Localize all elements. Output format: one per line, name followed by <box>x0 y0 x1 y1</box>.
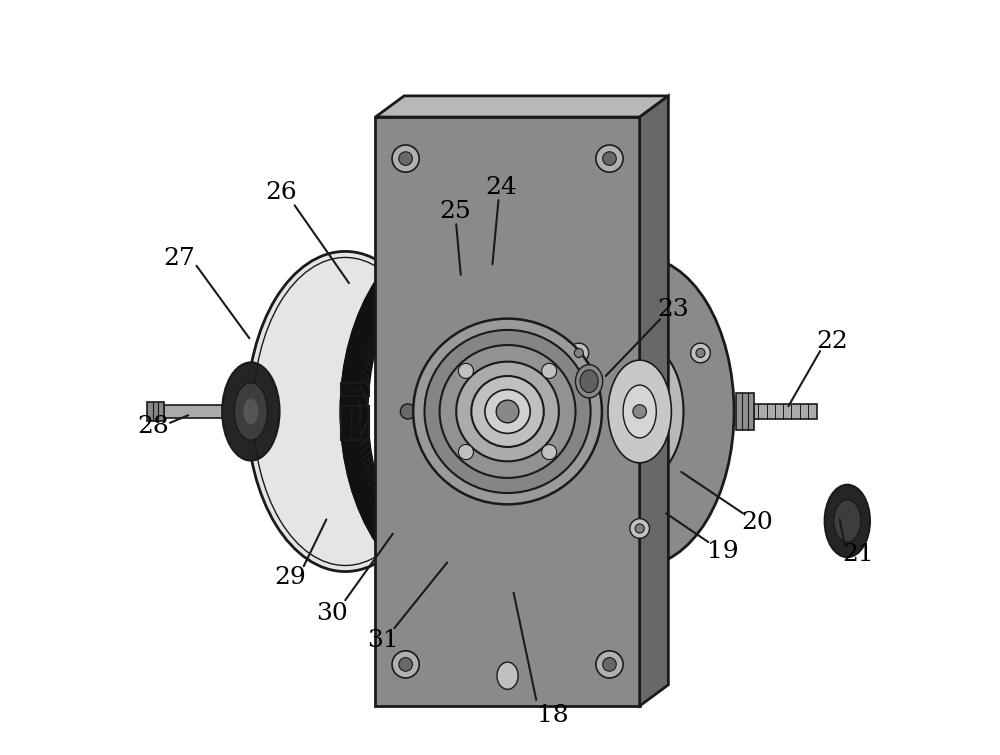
Circle shape <box>392 145 419 172</box>
Polygon shape <box>736 393 754 430</box>
Ellipse shape <box>596 342 683 481</box>
Circle shape <box>691 343 710 363</box>
Ellipse shape <box>575 365 603 398</box>
Circle shape <box>596 651 623 678</box>
Circle shape <box>603 152 616 165</box>
Text: 22: 22 <box>816 330 848 353</box>
Ellipse shape <box>608 360 671 463</box>
Bar <box>164 405 222 418</box>
Text: 30: 30 <box>317 602 348 624</box>
Text: 23: 23 <box>658 298 690 321</box>
Bar <box>147 402 164 421</box>
Circle shape <box>696 349 705 358</box>
Ellipse shape <box>485 390 530 433</box>
Text: 27: 27 <box>163 247 195 270</box>
Ellipse shape <box>413 319 602 504</box>
Circle shape <box>603 658 616 671</box>
Ellipse shape <box>545 257 734 566</box>
Ellipse shape <box>342 226 590 597</box>
Ellipse shape <box>243 399 258 424</box>
Circle shape <box>458 363 473 378</box>
Text: 18: 18 <box>537 704 569 727</box>
Circle shape <box>633 405 646 418</box>
Ellipse shape <box>356 239 576 584</box>
Circle shape <box>596 145 623 172</box>
Text: 29: 29 <box>274 566 306 589</box>
Text: 19: 19 <box>707 540 739 562</box>
Text: 20: 20 <box>741 511 773 534</box>
Ellipse shape <box>834 500 861 542</box>
Polygon shape <box>375 117 640 706</box>
Circle shape <box>542 445 557 460</box>
Ellipse shape <box>424 330 591 493</box>
Ellipse shape <box>339 223 593 600</box>
Text: 25: 25 <box>439 200 471 223</box>
Ellipse shape <box>497 662 518 689</box>
Ellipse shape <box>471 376 544 447</box>
Circle shape <box>569 343 589 363</box>
Text: 21: 21 <box>843 544 874 566</box>
Circle shape <box>458 445 473 460</box>
Polygon shape <box>375 96 668 117</box>
Text: 31: 31 <box>367 629 399 652</box>
Text: 24: 24 <box>486 176 517 199</box>
Ellipse shape <box>222 362 280 461</box>
Circle shape <box>399 152 412 165</box>
Ellipse shape <box>247 251 443 572</box>
Ellipse shape <box>496 400 519 423</box>
Circle shape <box>391 395 424 428</box>
Text: 26: 26 <box>265 181 297 204</box>
Circle shape <box>630 519 649 538</box>
Circle shape <box>635 524 644 533</box>
Circle shape <box>574 349 583 358</box>
Bar <box>341 406 369 440</box>
Ellipse shape <box>234 383 267 440</box>
Circle shape <box>392 651 419 678</box>
Ellipse shape <box>440 345 576 478</box>
Ellipse shape <box>580 370 598 393</box>
Bar <box>341 383 369 396</box>
Text: 28: 28 <box>137 415 169 438</box>
Ellipse shape <box>310 253 506 570</box>
Circle shape <box>399 658 412 671</box>
Bar <box>754 404 817 419</box>
Circle shape <box>542 363 557 378</box>
Polygon shape <box>640 96 668 706</box>
Ellipse shape <box>456 362 559 461</box>
Ellipse shape <box>825 485 870 557</box>
Ellipse shape <box>623 385 656 438</box>
Circle shape <box>400 404 415 419</box>
